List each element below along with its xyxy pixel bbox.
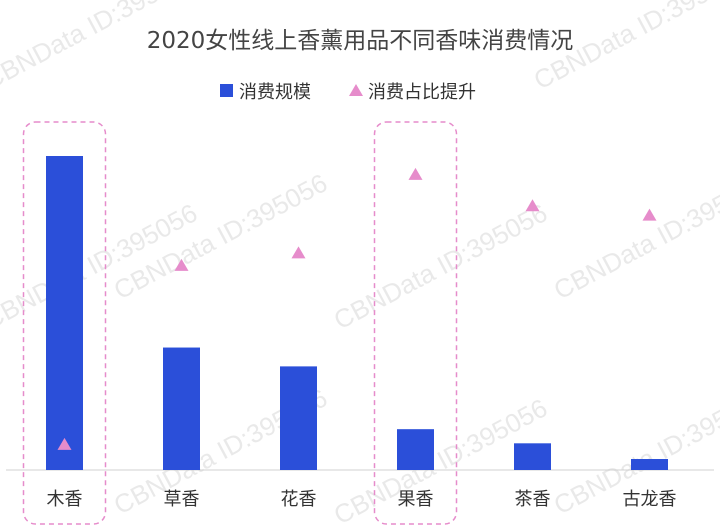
legend-marker-label: 消费占比提升 <box>368 82 476 103</box>
x-tick-2: 草香 <box>164 489 200 510</box>
highlight-box-4 <box>373 121 458 525</box>
watermark-5: CBNData ID:395056 <box>549 168 720 306</box>
x-tick-1: 木香 <box>47 489 83 510</box>
marker-5 <box>525 199 540 212</box>
x-tick-5: 茶香 <box>515 489 551 510</box>
bar-4 <box>397 429 434 470</box>
bar-5 <box>514 443 551 470</box>
legend-marker-swatch <box>349 84 363 96</box>
legend-bar-swatch <box>220 84 233 97</box>
marker-1 <box>57 437 72 450</box>
markers <box>57 167 657 450</box>
highlight-boxes <box>22 121 458 525</box>
chart-title: 2020女性线上香薰用品不同香味消费情况 <box>147 28 574 54</box>
bar-6 <box>631 459 668 470</box>
legend-bar-label: 消费规模 <box>239 82 311 103</box>
marker-4 <box>408 167 423 180</box>
legend: 消费规模 消费占比提升 <box>220 82 476 103</box>
marker-6 <box>642 208 657 221</box>
bar-3 <box>280 366 317 470</box>
highlight-box-1 <box>22 121 107 525</box>
x-tick-3: 花香 <box>281 489 317 510</box>
x-tick-labels: 木香 草香 花香 果香 茶香 古龙香 <box>47 489 677 510</box>
marker-2 <box>174 258 189 271</box>
marker-3 <box>291 246 306 259</box>
bars <box>46 156 668 470</box>
bar-1 <box>46 156 83 470</box>
x-tick-6: 古龙香 <box>623 489 677 510</box>
x-tick-4: 果香 <box>398 489 434 510</box>
watermark-4: CBNData ID:395056 <box>329 198 552 336</box>
bar-2 <box>163 347 200 470</box>
